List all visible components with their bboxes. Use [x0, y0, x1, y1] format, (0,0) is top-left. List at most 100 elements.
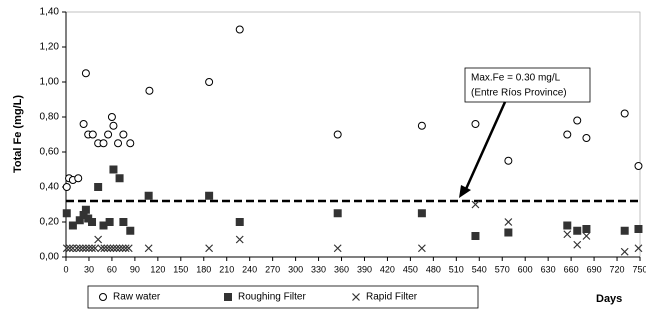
- rapid-point: [582, 232, 591, 240]
- annotation-text: Max.Fe = 0.30 mg/L: [471, 73, 561, 84]
- y-tick-label: 0,60: [40, 147, 60, 158]
- rapid-point: [85, 244, 93, 253]
- y-tick-label: 0,00: [40, 252, 60, 263]
- raw-point: [62, 183, 71, 191]
- raw-point: [582, 134, 591, 142]
- x-tick-label: 270: [265, 264, 280, 274]
- roughing-point: [99, 221, 108, 230]
- annotation-box: [464, 67, 591, 103]
- rapid-point: [103, 244, 112, 253]
- rapid-point: [75, 244, 84, 253]
- legend-marker: [352, 293, 360, 301]
- raw-point: [88, 130, 97, 139]
- raw-point: [79, 120, 88, 128]
- x-tick-label: 390: [357, 264, 372, 274]
- rapid-point: [121, 244, 130, 253]
- x-tick-label: 540: [472, 264, 487, 274]
- rapid-point: [118, 244, 127, 253]
- y-tick-label: 1,40: [40, 7, 60, 18]
- roughing-point: [582, 225, 591, 233]
- roughing-point: [144, 191, 153, 200]
- roughing-point: [94, 183, 103, 191]
- legend-marker: [99, 293, 107, 301]
- x-tick-label: 60: [107, 264, 117, 274]
- x-tick-label: 660: [564, 264, 579, 274]
- roughing-point: [563, 221, 572, 230]
- raw-point: [471, 120, 480, 128]
- raw-point: [81, 69, 90, 78]
- y-tick-label: 1,20: [40, 42, 60, 53]
- roughing-point: [88, 218, 97, 226]
- roughing-point: [620, 226, 629, 235]
- raw-point: [145, 86, 154, 95]
- rapid-point: [144, 244, 153, 253]
- raw-point: [107, 113, 116, 121]
- x-tick-label: 150: [173, 264, 188, 274]
- raw-point: [634, 162, 643, 170]
- x-tick-label: 510: [449, 264, 464, 274]
- roughing-point: [333, 209, 342, 218]
- rapid-point: [417, 244, 426, 253]
- y-tick-label: 0,20: [40, 217, 60, 228]
- rapid-point: [72, 244, 81, 253]
- rapid-point: [634, 244, 643, 253]
- raw-point: [104, 130, 113, 139]
- roughing-point: [119, 218, 128, 226]
- y-axis-label: Total Fe (mg/L): [12, 95, 24, 173]
- rapid-point: [563, 230, 572, 239]
- annotation-arrow: [464, 101, 507, 190]
- roughing-point: [109, 165, 118, 174]
- rapid-point: [235, 235, 244, 244]
- y-tick-label: 1,00: [40, 77, 60, 88]
- x-tick-label: 360: [334, 264, 349, 274]
- x-axis-label: Days: [596, 293, 622, 305]
- annotation-text: (Entre Ríos Province): [471, 88, 567, 99]
- raw-point: [333, 130, 342, 139]
- x-tick-label: 0: [63, 264, 68, 274]
- x-tick-label: 300: [288, 264, 303, 274]
- x-tick-label: 90: [130, 264, 140, 274]
- raw-point: [99, 139, 108, 148]
- raw-point: [74, 174, 83, 183]
- roughing-point: [75, 216, 84, 225]
- arrow-head: [459, 185, 471, 198]
- rapid-point: [504, 218, 513, 226]
- x-tick-label: 30: [84, 264, 94, 274]
- roughing-point: [417, 209, 426, 218]
- legend-label: Raw water: [113, 292, 161, 303]
- rapid-point: [94, 235, 103, 244]
- x-tick-label: 720: [610, 264, 625, 274]
- x-tick-label: 630: [541, 264, 556, 274]
- rapid-point: [78, 244, 87, 253]
- x-tick-label: 420: [380, 264, 395, 274]
- raw-point: [235, 25, 244, 34]
- x-tick-label: 600: [518, 264, 533, 274]
- roughing-point: [62, 209, 71, 218]
- rapid-point: [124, 244, 133, 253]
- x-tick-label: 240: [242, 264, 257, 274]
- rapid-point: [106, 244, 115, 253]
- raw-point: [417, 121, 426, 130]
- rapid-point: [573, 240, 582, 249]
- roughing-point: [79, 211, 88, 219]
- x-tick-label: 750: [632, 264, 646, 274]
- raw-point: [205, 78, 214, 86]
- x-tick-label: 330: [311, 264, 326, 274]
- roughing-point: [471, 232, 480, 240]
- raw-point: [109, 121, 118, 130]
- rapid-point: [65, 244, 74, 253]
- y-tick-label: 0,40: [40, 182, 60, 193]
- rapid-point: [112, 244, 121, 253]
- roughing-point: [205, 191, 214, 200]
- plot-area: [65, 11, 641, 258]
- x-tick-label: 450: [403, 264, 418, 274]
- rapid-point: [471, 200, 480, 209]
- raw-point: [563, 130, 572, 139]
- roughing-point: [126, 226, 135, 235]
- x-tick-label: 570: [495, 264, 510, 274]
- roughing-point: [115, 174, 124, 183]
- raw-point: [119, 130, 128, 139]
- x-tick-label: 690: [587, 264, 602, 274]
- raw-point: [620, 109, 629, 118]
- x-tick-label: 180: [196, 264, 211, 274]
